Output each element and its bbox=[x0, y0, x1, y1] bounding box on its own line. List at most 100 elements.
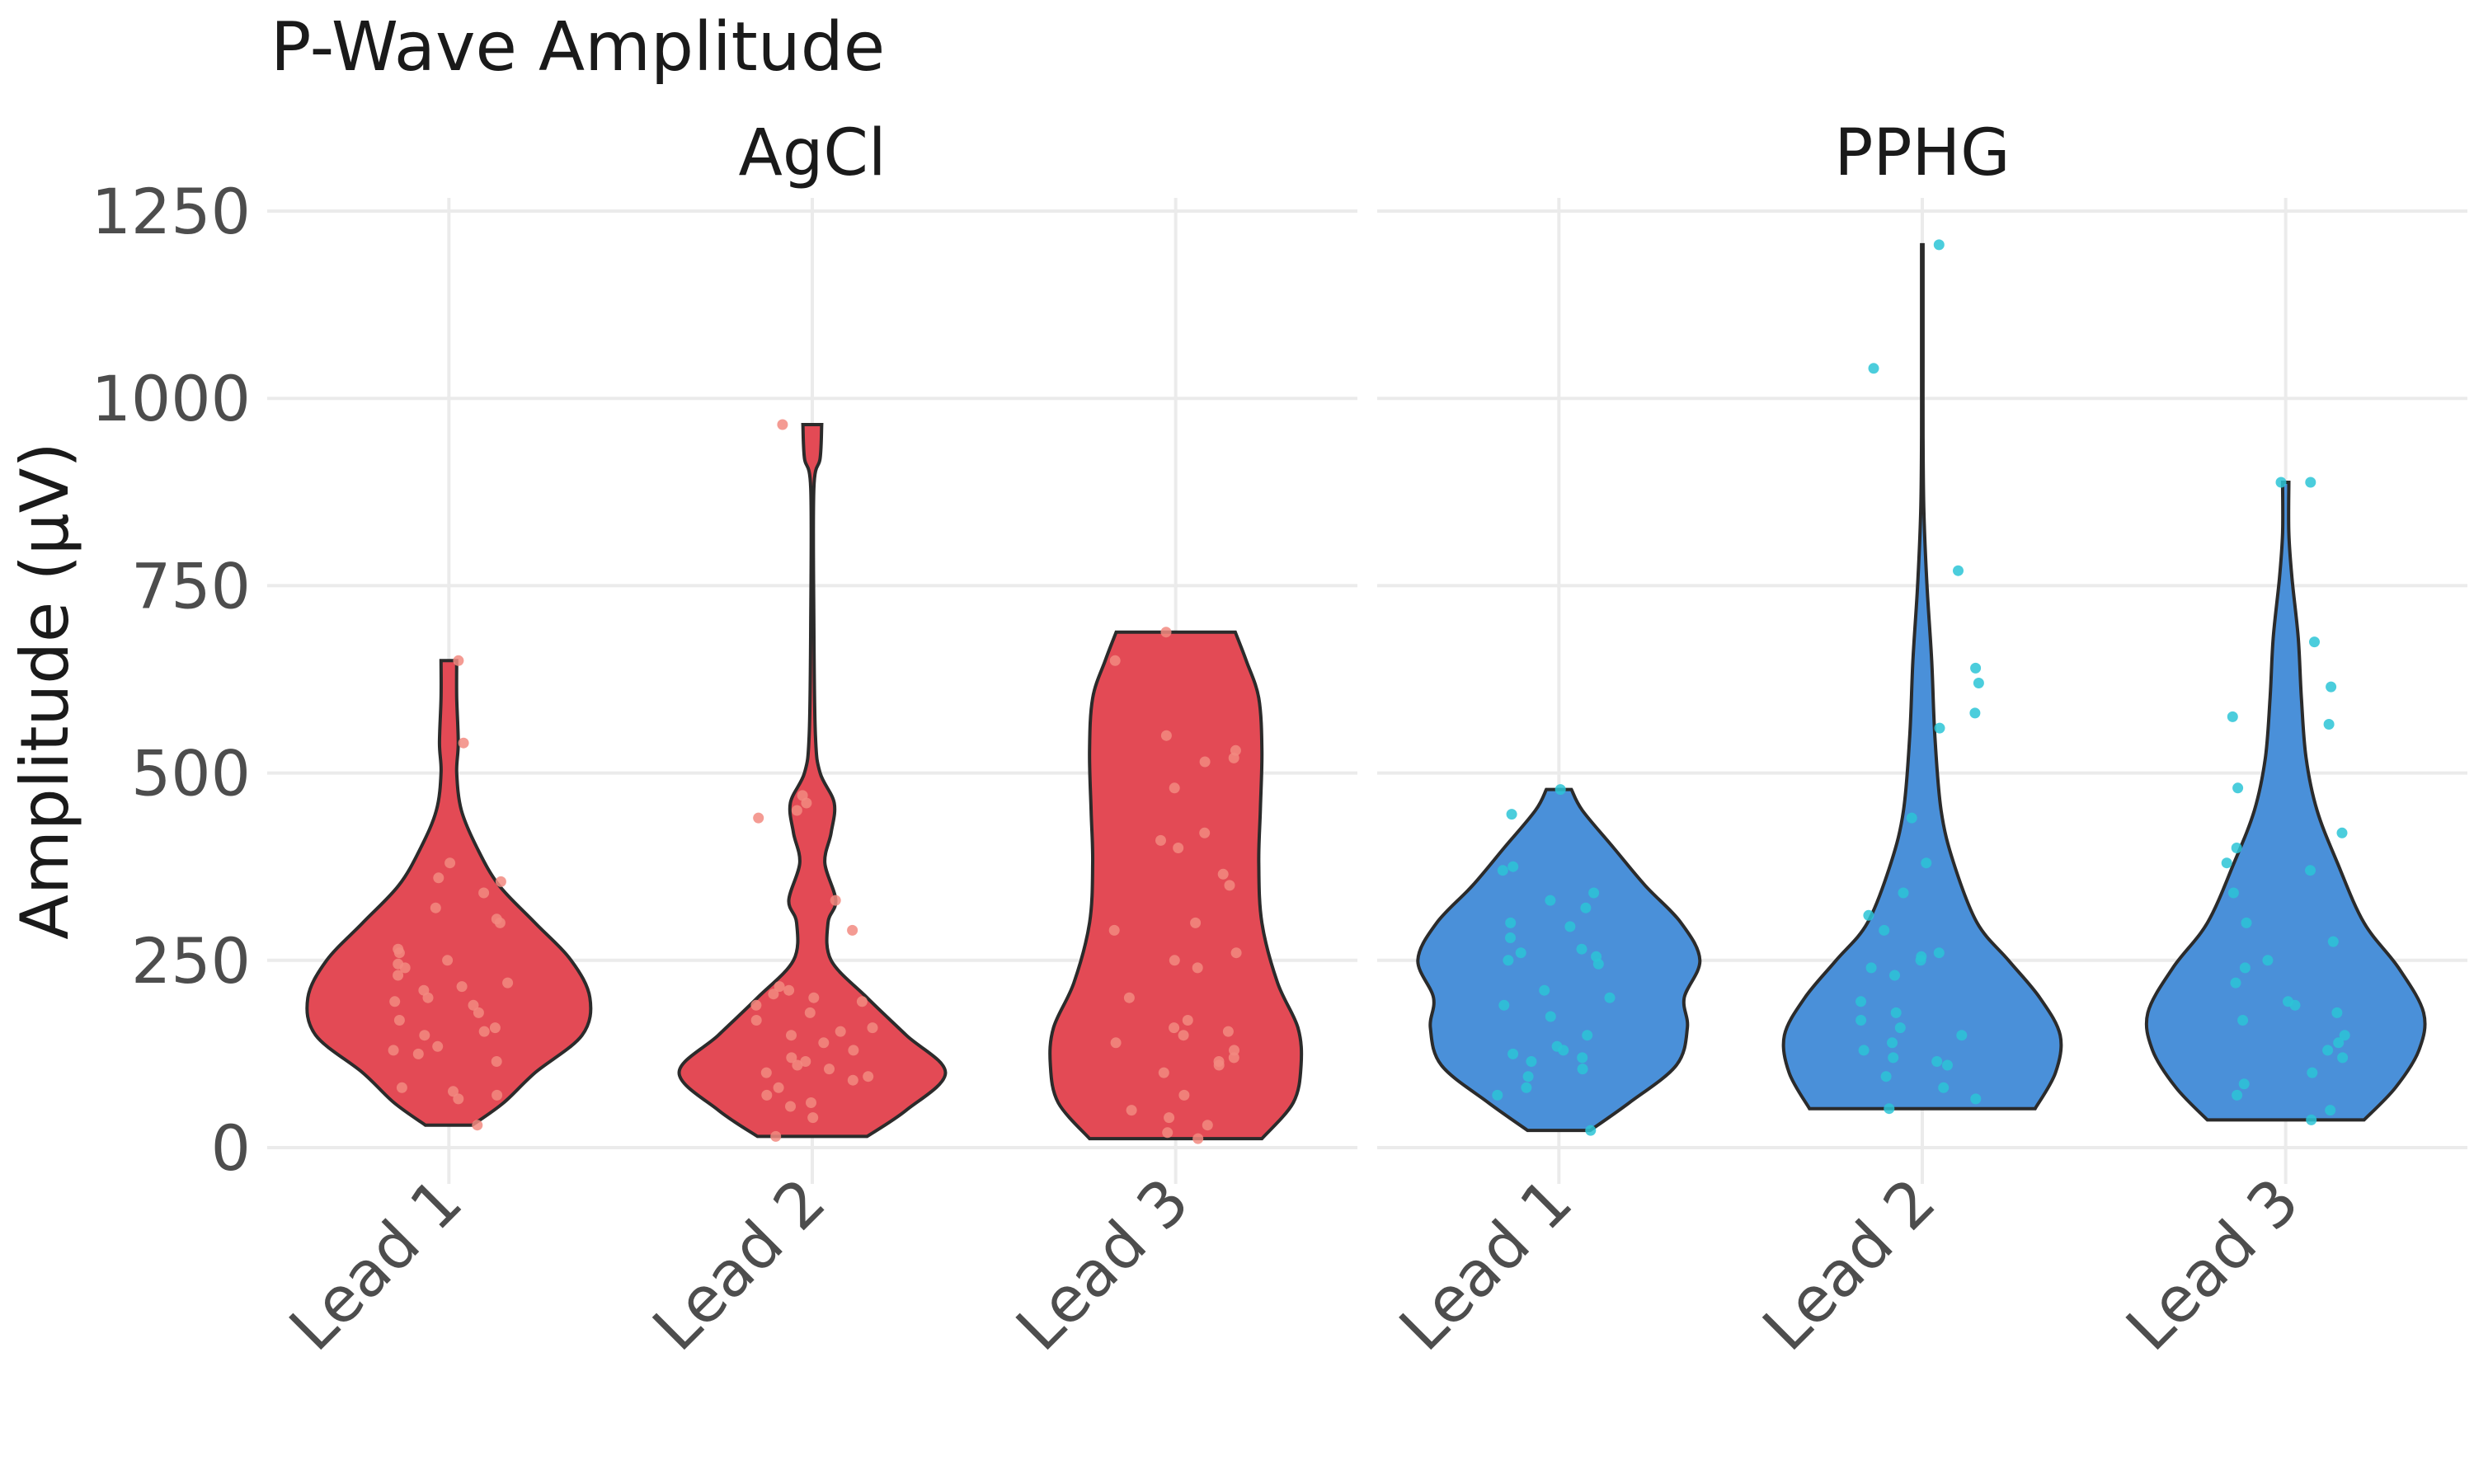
facet-label: AgCl bbox=[738, 116, 886, 190]
data-point bbox=[478, 1026, 490, 1037]
data-point bbox=[1199, 827, 1211, 838]
data-point bbox=[856, 996, 868, 1007]
data-point bbox=[1577, 1064, 1588, 1075]
data-point bbox=[800, 1056, 811, 1067]
data-point bbox=[804, 1007, 816, 1018]
data-point bbox=[442, 955, 454, 966]
data-point bbox=[1858, 1045, 1870, 1056]
data-point bbox=[1585, 1125, 1597, 1136]
data-point bbox=[1123, 992, 1135, 1003]
data-point bbox=[1888, 1052, 1899, 1064]
data-point bbox=[489, 1022, 501, 1034]
data-point bbox=[1182, 1015, 1193, 1026]
data-point bbox=[1933, 947, 1945, 959]
data-point bbox=[1576, 943, 1587, 955]
data-point bbox=[1126, 1105, 1137, 1116]
data-point bbox=[1503, 955, 1514, 966]
violin-pphg-lead-1 bbox=[1416, 787, 1702, 1133]
data-point bbox=[753, 812, 764, 824]
x-tick-label: Lead 2 bbox=[638, 1164, 839, 1364]
data-point bbox=[1230, 744, 1241, 756]
data-point bbox=[444, 857, 456, 869]
data-point bbox=[472, 1120, 483, 1131]
facet-label: PPHG bbox=[1834, 116, 2010, 190]
data-point bbox=[1507, 1048, 1519, 1059]
data-point bbox=[1604, 992, 1616, 1003]
data-point bbox=[2221, 857, 2232, 869]
data-point bbox=[2227, 887, 2239, 899]
data-point bbox=[2232, 1089, 2243, 1101]
data-point bbox=[1564, 921, 1576, 932]
data-point bbox=[783, 984, 795, 996]
data-point bbox=[453, 1093, 464, 1105]
data-point bbox=[1492, 1089, 1503, 1101]
data-point bbox=[1942, 1059, 1953, 1071]
data-point bbox=[2333, 1037, 2345, 1049]
data-point bbox=[491, 1056, 502, 1067]
data-point bbox=[2305, 865, 2316, 876]
data-point bbox=[807, 1112, 819, 1124]
data-point bbox=[1515, 947, 1526, 959]
y-tick-label: 1250 bbox=[92, 175, 251, 248]
data-point bbox=[808, 992, 820, 1003]
data-point bbox=[2241, 917, 2252, 928]
data-point bbox=[768, 989, 779, 1000]
data-point bbox=[1192, 962, 1203, 974]
data-point bbox=[1230, 947, 1242, 959]
data-point bbox=[1906, 812, 1917, 824]
data-point bbox=[1931, 1056, 1943, 1067]
data-point bbox=[1505, 917, 1517, 928]
data-point bbox=[750, 999, 762, 1011]
data-point bbox=[1498, 999, 1510, 1011]
data-point bbox=[2262, 955, 2274, 966]
data-point bbox=[1551, 1040, 1563, 1052]
data-point bbox=[1506, 809, 1517, 820]
data-point bbox=[863, 1071, 874, 1082]
data-point bbox=[495, 876, 506, 887]
data-point bbox=[1970, 1093, 1982, 1105]
data-point bbox=[418, 984, 430, 996]
data-point bbox=[1863, 909, 1874, 921]
y-tick-label: 750 bbox=[131, 549, 251, 622]
data-point bbox=[1898, 887, 1909, 899]
data-point bbox=[448, 1086, 459, 1097]
data-point bbox=[1190, 917, 1202, 928]
data-point bbox=[1160, 730, 1172, 741]
data-point bbox=[785, 1101, 796, 1112]
data-point bbox=[847, 924, 858, 936]
data-point bbox=[1164, 1112, 1175, 1124]
data-point bbox=[473, 1007, 484, 1018]
data-point bbox=[393, 970, 404, 981]
data-point bbox=[1545, 895, 1556, 906]
data-point bbox=[456, 981, 468, 993]
data-point bbox=[2336, 827, 2348, 838]
data-point bbox=[396, 1082, 407, 1093]
data-point bbox=[1887, 1037, 1898, 1049]
data-point bbox=[1554, 784, 1566, 796]
data-point bbox=[1577, 1052, 1588, 1064]
data-point bbox=[1158, 1067, 1169, 1078]
data-point bbox=[750, 1015, 762, 1026]
data-point bbox=[847, 1074, 858, 1086]
data-point bbox=[1169, 955, 1180, 966]
violin-pphg-lead-3 bbox=[2144, 481, 2427, 1122]
data-point bbox=[491, 913, 502, 925]
data-point bbox=[2331, 1007, 2343, 1018]
y-axis-title: Amplitude (µV) bbox=[7, 442, 83, 939]
data-point bbox=[1588, 887, 1600, 899]
data-point bbox=[1199, 756, 1211, 768]
violin-layer bbox=[305, 242, 2427, 1141]
data-point bbox=[389, 996, 401, 1007]
x-tick-label: Lead 2 bbox=[1748, 1164, 1949, 1364]
data-point bbox=[1155, 834, 1166, 846]
data-point bbox=[1217, 868, 1229, 880]
data-point bbox=[2231, 843, 2242, 853]
data-point bbox=[468, 999, 479, 1011]
data-point bbox=[797, 790, 808, 801]
data-point bbox=[2306, 1114, 2317, 1125]
data-point bbox=[1969, 707, 1981, 719]
data-point bbox=[1970, 662, 1982, 674]
data-point bbox=[824, 1064, 835, 1075]
data-point bbox=[2230, 977, 2241, 989]
violin-agcl-lead-1 bbox=[305, 659, 593, 1127]
